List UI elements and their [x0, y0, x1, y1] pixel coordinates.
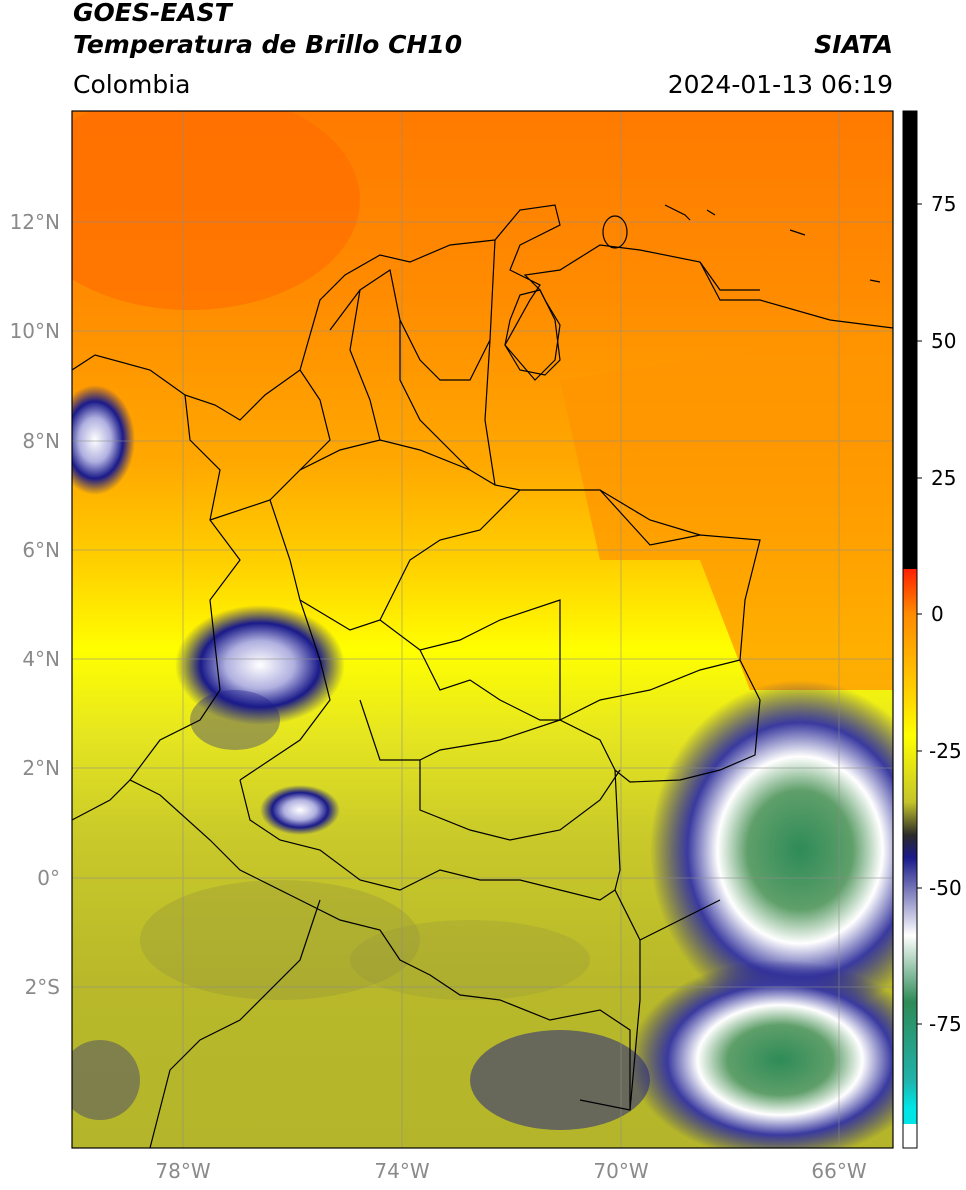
colorbar-tick-50: 50 [931, 329, 956, 353]
lat-label-10n: 10°N [10, 319, 60, 343]
colorbar-tick-minus25: -25 [929, 739, 962, 763]
colorbar-tick-minus75: -75 [929, 1012, 962, 1036]
lon-label-70w: 70°W [593, 1159, 648, 1183]
lat-label-2n: 2°N [22, 756, 60, 780]
lon-label-66w: 66°W [811, 1159, 866, 1183]
map-frame [71, 110, 894, 1149]
lat-label-4n: 4°N [22, 647, 60, 671]
colorbar: 75 50 25 0 -25 -50 -75 [902, 110, 962, 1149]
colorbar-tick-minus50: -50 [929, 876, 962, 900]
lat-label-2s: 2°S [25, 975, 60, 999]
political-boundaries [72, 204, 893, 1148]
datetime-label: 2024-01-13 06:19 [667, 70, 893, 99]
lon-label-74w: 74°W [374, 1159, 429, 1183]
colorbar-tick-75: 75 [931, 192, 956, 216]
colorbar-black-segment [903, 111, 917, 569]
lon-label-78w: 78°W [155, 1159, 210, 1183]
colorbar-tick-0: 0 [931, 602, 944, 626]
lat-label-0: 0° [37, 866, 60, 890]
graticule [72, 111, 893, 1148]
region-label: Colombia [73, 70, 191, 99]
lat-label-6n: 6°N [22, 538, 60, 562]
colorbar-white-segment [903, 1124, 917, 1148]
colorbar-gradient [903, 569, 917, 1124]
source-label: SIATA [814, 30, 893, 59]
colorbar-tick-25: 25 [931, 466, 956, 490]
brightness-temperature-field [72, 111, 893, 1148]
title-line-1: GOES-EAST [73, 0, 232, 27]
title-line-2: Temperatura de Brillo CH10 [73, 30, 463, 59]
lat-label-12n: 12°N [10, 210, 60, 234]
lat-label-8n: 8°N [22, 429, 60, 453]
